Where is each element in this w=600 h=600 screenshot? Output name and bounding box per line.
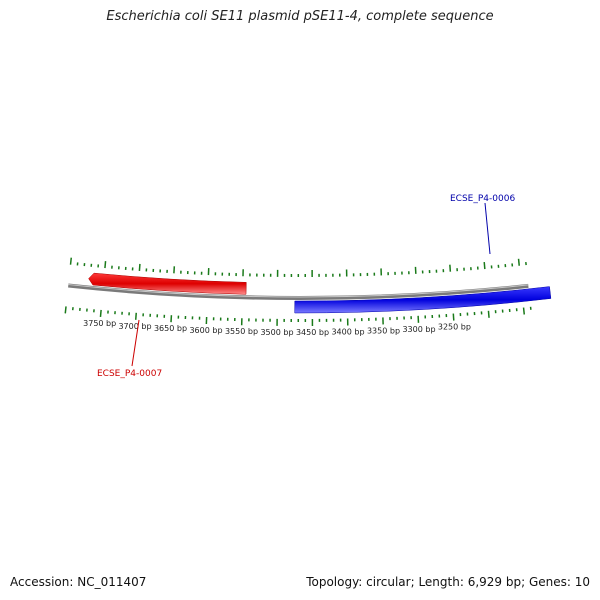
accession-text: Accession: NC_011407	[10, 575, 147, 589]
gene-ecse-p4-0006[interactable]	[294, 286, 552, 314]
plasmid-backbone-highlight	[68, 284, 529, 298]
gene-label-leader-0007	[131, 319, 140, 367]
outer-tick-1	[522, 307, 526, 315]
gene-ecse-p4-0007[interactable]	[88, 272, 247, 295]
inner-tick-66	[69, 257, 73, 265]
outer-tick-56	[134, 312, 137, 320]
summary-text: Topology: circular; Length: 6,929 bp; Ge…	[306, 575, 590, 589]
gene-label-ecse-p4-0007: ECSE_P4-0007	[97, 369, 162, 379]
plasmid-backbone	[68, 283, 529, 300]
gene-label-leader-0006	[484, 202, 491, 255]
tick-label-3650: 3650 bp	[154, 324, 187, 333]
tick-label-3350: 3350 bp	[367, 326, 400, 335]
tick-label-3500: 3500 bp	[260, 328, 293, 337]
inner-tick-56	[138, 263, 141, 272]
map-title: Escherichia coli SE11 plasmid pSE11-4, c…	[106, 9, 494, 24]
tick-label-3550: 3550 bp	[225, 327, 258, 336]
tick-labels: 3750 bp 3700 bp 3650 bp 3600 bp 3550 bp 3500 …	[83, 319, 471, 337]
outer-tick-61	[99, 309, 102, 317]
tick-label-3300: 3300 bp	[402, 325, 435, 334]
tick-label-3700: 3700 bp	[118, 322, 151, 331]
outer-tick-marks	[64, 306, 532, 326]
outer-tick-6	[487, 310, 490, 318]
inner-tick-1	[517, 258, 520, 266]
inner-tick-marks	[69, 257, 527, 277]
tick-label-3250: 3250 bp	[438, 323, 471, 332]
outer-tick-66	[64, 306, 67, 314]
inner-tick-6	[483, 261, 486, 270]
tick-label-3750: 3750 bp	[83, 319, 116, 328]
gene-label-ecse-p4-0006: ECSE_P4-0006	[450, 194, 515, 204]
tick-label-3450: 3450 bp	[296, 328, 329, 337]
inner-tick-61	[104, 261, 107, 269]
tick-label-3400: 3400 bp	[331, 328, 364, 337]
tick-label-3600: 3600 bp	[189, 326, 222, 335]
